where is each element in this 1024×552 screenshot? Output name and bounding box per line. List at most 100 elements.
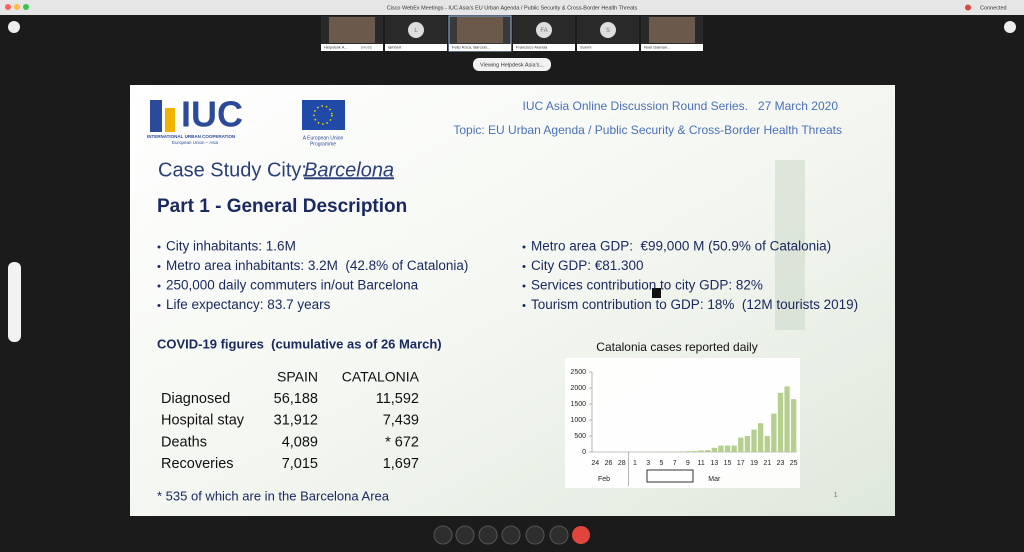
cursor <box>652 288 661 298</box>
bar <box>724 445 731 452</box>
bar <box>691 451 698 452</box>
participant-name: Noel Dalman... <box>644 45 670 50</box>
logo-name: INTERNATIONAL URBAN COOPERATION <box>147 134 235 139</box>
selection-box <box>646 469 694 483</box>
name-bar <box>321 44 383 51</box>
city: Barcelona <box>304 159 394 181</box>
video <box>329 17 375 43</box>
bullet <box>157 245 161 249</box>
y-tick-label: 2000 <box>570 385 586 392</box>
x-tick-label: 9 <box>686 460 690 467</box>
participant-name: Helpdesk A... <box>324 45 348 50</box>
month-label: Feb <box>598 476 610 483</box>
bullet <box>522 245 526 249</box>
bar <box>744 436 751 452</box>
month-label: Mar <box>708 476 721 483</box>
logo-bar <box>150 100 162 132</box>
participant-name: Sunmi <box>580 45 591 50</box>
table-cell: 7,015 <box>282 456 318 472</box>
table-cell: 56,188 <box>274 391 318 407</box>
y-tick-label: 0 <box>582 449 586 456</box>
bullet <box>522 265 526 268</box>
control-button[interactable] <box>478 525 498 545</box>
table-cell: 1,697 <box>383 456 419 472</box>
participant-name: Felip Roca, Barcelo... <box>452 45 490 50</box>
annotation-toolbar[interactable] <box>8 262 21 342</box>
panel-button[interactable] <box>1004 21 1016 33</box>
avatar <box>536 22 552 38</box>
menu-button[interactable] <box>8 21 20 33</box>
leave-button[interactable] <box>572 526 590 544</box>
control-button[interactable] <box>433 525 453 545</box>
minimize-button[interactable] <box>14 4 20 10</box>
bullet-text: Life expectancy: 83.7 years <box>166 297 331 312</box>
x-tick-label: 5 <box>659 460 663 467</box>
x-tick-label: 17 <box>737 460 745 467</box>
row-label: Diagnosed <box>161 391 230 407</box>
meeting-controls <box>433 525 590 545</box>
bar <box>738 437 744 452</box>
bullet <box>522 284 526 288</box>
row-label: Recoveries <box>161 456 234 472</box>
eu-line1: A European Union <box>303 135 344 141</box>
bar <box>784 386 790 452</box>
y-tick-label: 2500 <box>570 369 586 376</box>
slide: IUC INTERNATIONAL URBAN COOPERATION Euro… <box>130 85 895 516</box>
zoom-button[interactable] <box>23 4 29 10</box>
close-button[interactable] <box>5 4 11 10</box>
participant-name: lambert <box>388 45 402 50</box>
table-header: CATALONIA <box>342 369 420 385</box>
case-label: Case Study City: <box>158 159 307 181</box>
avatar <box>408 22 424 38</box>
x-tick-label: 23 <box>777 460 785 467</box>
chart-title: Catalonia cases reported daily <box>596 340 757 354</box>
avatar <box>600 22 616 38</box>
bar <box>771 413 777 452</box>
name-bar <box>513 44 575 51</box>
table-cell: 4,089 <box>282 434 318 450</box>
video <box>457 17 503 43</box>
bar <box>685 451 691 452</box>
page-number: 1 <box>834 493 838 499</box>
bullet-text: Tourism contribution to GDP: 18% (12M to… <box>531 297 858 312</box>
bar <box>764 436 770 452</box>
background-tower <box>775 160 805 330</box>
control-button[interactable] <box>525 525 545 545</box>
bullet-text: City GDP: €81.300 <box>531 258 644 273</box>
table-cell: * 672 <box>385 434 419 450</box>
y-tick-label: 1500 <box>570 401 586 408</box>
title-bar <box>0 0 1024 15</box>
bar <box>751 429 757 452</box>
bullet <box>522 304 526 307</box>
x-tick-label: 19 <box>750 460 758 467</box>
name-bar <box>385 44 447 51</box>
bullet-text: City inhabitants: 1.6M <box>166 239 296 254</box>
control-button[interactable] <box>501 525 521 545</box>
avatar-initials: FA <box>540 28 547 34</box>
row-label: Deaths <box>161 434 207 450</box>
bar <box>791 399 797 452</box>
bar <box>698 450 704 452</box>
x-tick-label: 3 <box>646 460 650 467</box>
logo-bar <box>165 108 175 132</box>
x-tick-label: 7 <box>673 460 677 467</box>
bullet <box>157 304 161 307</box>
table-cell: 11,592 <box>376 391 419 407</box>
name-bar <box>577 44 639 51</box>
chart-background <box>565 358 800 488</box>
x-tick-label: 21 <box>763 460 771 467</box>
participant-name: Francisco Aranda <box>516 45 548 50</box>
x-tick-label: 28 <box>618 460 626 467</box>
viewing-label: Viewing Helpdesk Asia's... <box>480 62 544 68</box>
control-button[interactable] <box>549 525 569 545</box>
control-button[interactable] <box>455 525 475 545</box>
heading: Part 1 - General Description <box>157 196 407 217</box>
name-bar <box>449 44 511 51</box>
video <box>649 17 695 43</box>
bullet-text: Services contribution to city GDP: 82% <box>531 278 763 293</box>
bar <box>711 447 717 452</box>
bar <box>678 451 684 452</box>
